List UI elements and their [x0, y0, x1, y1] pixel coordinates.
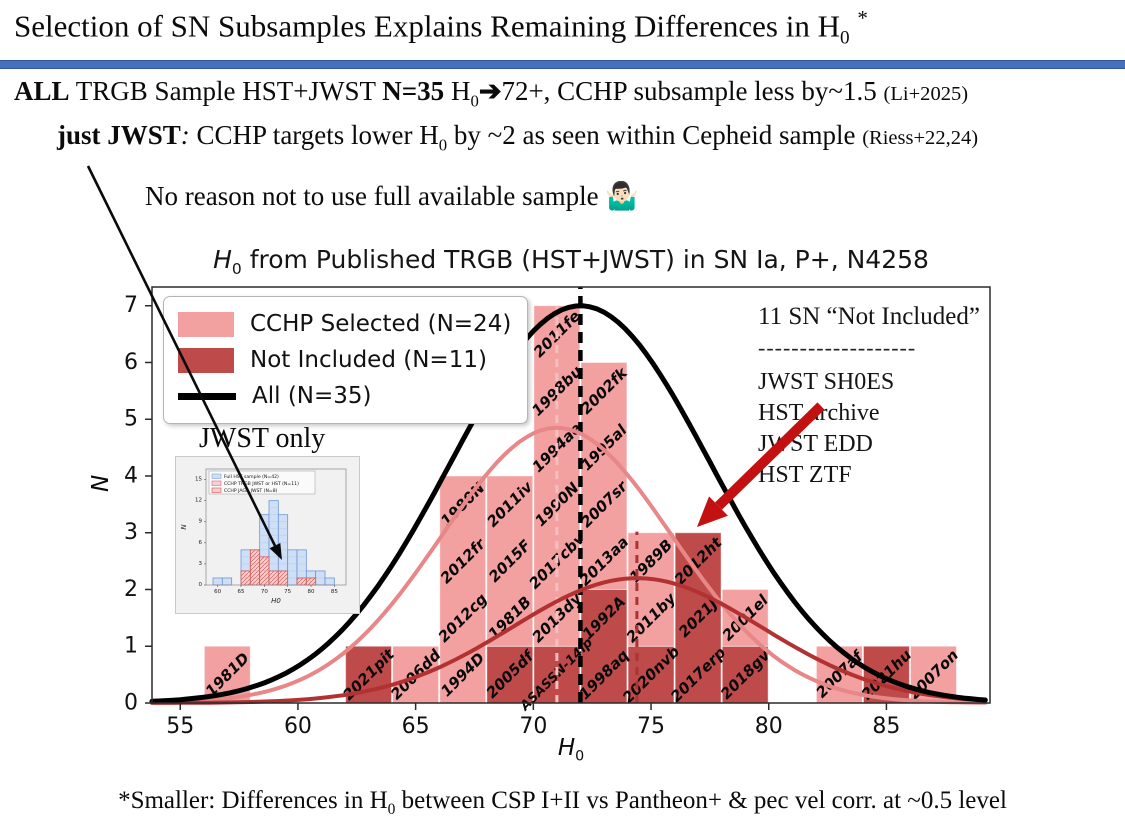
svg-text:4: 4 [124, 463, 138, 488]
svg-text:55: 55 [166, 714, 194, 739]
legend-item-all: All (N=35) [178, 378, 511, 414]
not-included-swatch-icon [178, 347, 234, 373]
svg-text:75: 75 [284, 589, 291, 595]
legend-label: Not Included (N=11) [250, 347, 487, 373]
text-line-all-trgb: ALL TRGB Sample HST+JWST N=35 H0➔72+, CC… [14, 76, 969, 111]
legend-item-not-included: Not Included (N=11) [178, 342, 511, 378]
svg-text:80: 80 [308, 589, 315, 595]
svg-text:15: 15 [195, 477, 202, 483]
svg-text:60: 60 [284, 714, 312, 739]
text-line-no-reason: No reason not to use full available samp… [145, 181, 639, 211]
cchp-swatch-icon [178, 311, 234, 337]
page-title: Selection of SN Subsamples Explains Rema… [14, 6, 868, 49]
annotation-divider: ------------------- [758, 335, 917, 360]
svg-text:80: 80 [755, 714, 783, 739]
legend-label: All (N=35) [252, 383, 372, 409]
annotation-heading: 11 SN “Not Included” [758, 303, 980, 330]
svg-text:6: 6 [124, 350, 138, 375]
svg-text:85: 85 [872, 714, 900, 739]
svg-text:2: 2 [124, 577, 138, 602]
histogram-chart: 1981D 2021pit2006dd1994D2012cg2012fr1980N… [124, 286, 991, 739]
x-axis-label: H0 [557, 735, 585, 765]
svg-text:H0: H0 [271, 597, 281, 605]
svg-text:75: 75 [637, 714, 665, 739]
inset-title: JWST only [199, 423, 326, 454]
svg-text:70: 70 [261, 589, 268, 595]
chart-legend: CCHP Selected (N=24) Not Included (N=11)… [163, 296, 529, 424]
annotation-item: JWST EDD [758, 431, 873, 457]
text-line-just-jwst: just JWST: CCHP targets lower H0 by ~2 a… [57, 120, 979, 155]
svg-text:CCHP TRGB JWST or HST (N=11): CCHP TRGB JWST or HST (N=11) [224, 481, 299, 487]
all-line-icon [178, 392, 236, 400]
svg-text:3: 3 [199, 561, 203, 567]
svg-text:85: 85 [331, 589, 338, 595]
svg-text:5: 5 [124, 407, 138, 432]
not-included-annotation: 11 SN “Not Included” -------------------… [758, 303, 980, 491]
annotation-item: JWST SH0ES [758, 369, 895, 395]
svg-text:7: 7 [124, 293, 138, 318]
annotation-item: HST ZTF [758, 462, 852, 488]
svg-text:CCHP JAGB JWST (N=8): CCHP JAGB JWST (N=8) [224, 488, 278, 494]
svg-text:65: 65 [238, 589, 245, 595]
legend-item-cchp: CCHP Selected (N=24) [178, 306, 511, 342]
svg-text:Full HST sample (N=42): Full HST sample (N=42) [224, 474, 279, 480]
svg-text:0: 0 [124, 691, 138, 716]
svg-text:60: 60 [214, 589, 221, 595]
footnote: *Smaller: Differences in H0 between CSP … [118, 787, 1007, 818]
svg-text:9: 9 [199, 519, 203, 525]
divider-rule [0, 60, 1125, 69]
svg-text:6: 6 [199, 540, 203, 546]
svg-text:12: 12 [195, 498, 202, 504]
y-axis-label: N [88, 474, 114, 492]
svg-text:3: 3 [124, 520, 138, 545]
svg-text:70: 70 [519, 714, 547, 739]
svg-text:65: 65 [402, 714, 430, 739]
svg-text:1: 1 [124, 634, 138, 659]
inset-panel: 60 65 70 75 80 85 0 3 6 9 12 15 H0 N Full HST sample (… [175, 456, 360, 614]
annotation-item: HST archive [758, 400, 880, 426]
inset-chart: 60 65 70 75 80 85 0 3 6 9 12 15 H0 N Full HST sample (… [180, 468, 347, 605]
svg-text:0: 0 [199, 582, 203, 588]
chart-title: H0 from Published TRGB (HST+JWST) in SN … [213, 245, 929, 278]
legend-label: CCHP Selected (N=24) [250, 311, 512, 337]
svg-text:N: N [180, 524, 188, 530]
annotation-list: JWST SH0ES HST archive JWST EDD HST ZTF [758, 367, 980, 491]
